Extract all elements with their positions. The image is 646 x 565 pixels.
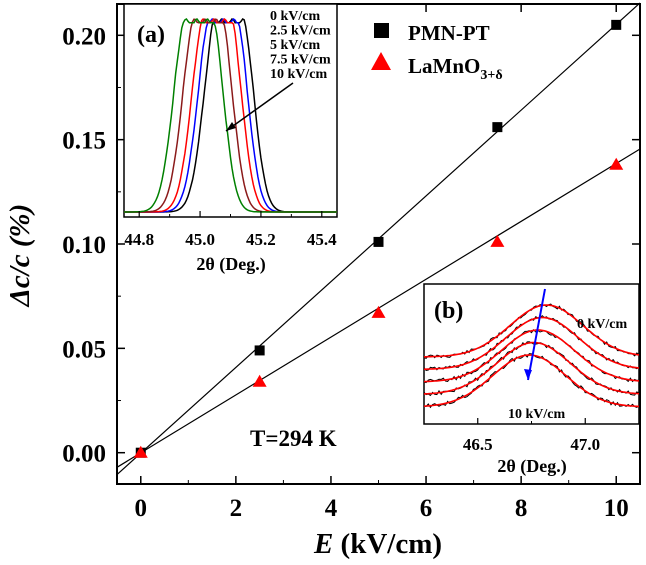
- pmn-pt-point: [492, 122, 503, 133]
- inset-b-ticks: 46.5 47.0: [463, 418, 600, 454]
- legend: PMN-PT LaMnO3+δ: [371, 21, 503, 83]
- x-axis-title: E (kV/cm): [313, 528, 442, 560]
- legend-marker-pmn-pt: [374, 23, 389, 38]
- inset-a-curve: [124, 18, 337, 213]
- inset-b-curves: [423, 303, 640, 409]
- inset-b: 46.5 47.0 (b) 0 kV/cm 10 kV/cm 2θ (Deg.): [423, 283, 640, 477]
- inset-a-frame: [123, 3, 338, 218]
- x-tick-label: 4: [325, 495, 338, 522]
- inset-b-x-axis-title: 2θ (Deg.): [497, 456, 566, 477]
- main-panel: 0 2 4 6 8 10 0.00 0.05 0.10 0.15 0.20 Δc/c (%) E (…: [4, 2, 641, 560]
- inset-a-field-label: 10 kV/cm: [270, 67, 328, 82]
- y-tick-label: 0.15: [62, 128, 106, 155]
- pmn-pt-point: [254, 345, 265, 356]
- inset-b-field-label-bottom: 10 kV/cm: [508, 407, 566, 422]
- inset-a-x-tick-label: 45.4: [307, 230, 337, 249]
- inset-a-x-axis-title: 2θ (Deg.): [196, 254, 265, 275]
- temperature-annotation: T=294 K: [250, 426, 337, 451]
- inset-a-x-tick-label: 44.8: [124, 230, 154, 249]
- lamno-point: [252, 374, 267, 387]
- main-ticks: 0 2 4 6 8 10 0.00 0.05 0.10 0.15 0.20: [62, 4, 640, 522]
- legend-label-lamno-subscript: 3+δ: [480, 68, 502, 83]
- legend-marker-lamno: [371, 52, 391, 70]
- inset-a-x-tick-label: 45.2: [246, 230, 276, 249]
- inset-a-arrow: [225, 82, 294, 132]
- x-tick-label: 10: [604, 495, 629, 522]
- lamno-point: [609, 157, 624, 170]
- lamno-point: [490, 234, 505, 247]
- inset-b-x-tick-label: 47.0: [570, 435, 600, 454]
- y-tick-label: 0.00: [62, 441, 106, 468]
- x-tick-label: 8: [515, 495, 528, 522]
- legend-label-pmn-pt: PMN-PT: [408, 21, 490, 45]
- y-axis-title: Δc/c (%): [4, 204, 36, 308]
- inset-b-panel-label: (b): [434, 298, 463, 324]
- inset-a-field-label: 7.5 kV/cm: [270, 53, 331, 68]
- legend-label-lamno: LaMnO3+δ: [408, 54, 503, 83]
- inset-b-x-tick-label: 46.5: [463, 435, 493, 454]
- x-tick-label: 0: [135, 495, 148, 522]
- x-axis-unit: (kV/cm): [333, 528, 442, 560]
- inset-a-panel-label: (a): [137, 22, 165, 48]
- y-tick-label: 0.05: [62, 336, 106, 363]
- inset-b-arrowhead: [524, 369, 532, 380]
- pmn-pt-point: [373, 236, 384, 247]
- inset-b-fit-curve: [424, 304, 640, 358]
- inset-a-ticks: 44.8 45.0 45.2 45.4: [124, 211, 337, 249]
- x-tick-label: 6: [420, 495, 433, 522]
- inset-b-arrow: [527, 288, 546, 381]
- inset-b-data-curve: [423, 329, 640, 384]
- lamno-point: [133, 445, 148, 458]
- x-axis-symbol: E: [313, 528, 333, 560]
- y-tick-label: 0.20: [62, 23, 106, 50]
- inset-b-field-label-top: 0 kV/cm: [577, 317, 628, 332]
- inset-a-field-label: 2.5 kV/cm: [270, 24, 331, 39]
- y-tick-label: 0.10: [62, 232, 106, 259]
- inset-b-fit-curve: [423, 329, 640, 383]
- inset-a-field-label: 5 kV/cm: [270, 38, 321, 53]
- inset-a-field-label: 0 kV/cm: [270, 9, 321, 24]
- inset-b-fit-curve: [424, 316, 640, 371]
- pmn-pt-point: [611, 19, 622, 30]
- inset-a-curves: [124, 17, 337, 213]
- inset-a: 44.8 45.0 45.2 45.4 (a) 0 kV/cm2.5 kV/cm5 k…: [123, 3, 338, 275]
- legend-label-lamno-base: LaMnO: [408, 54, 480, 78]
- inset-b-fit-curve: [423, 354, 640, 408]
- main-data-points: [133, 19, 624, 458]
- inset-a-arrowhead: [226, 122, 236, 131]
- x-tick-label: 2: [230, 495, 243, 522]
- lamno-point: [371, 305, 386, 318]
- inset-a-x-tick-label: 45.0: [185, 230, 215, 249]
- inset-b-fit-curve: [423, 341, 640, 395]
